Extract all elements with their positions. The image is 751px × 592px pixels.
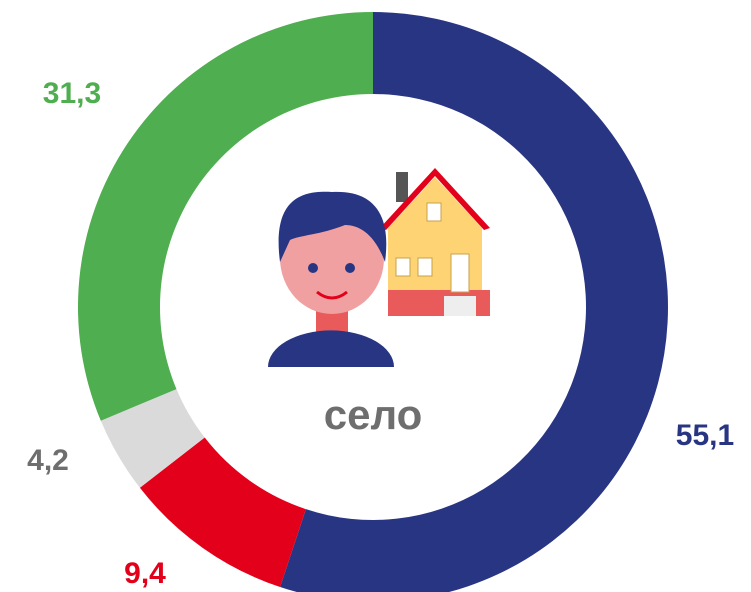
value-label: 9,4 <box>124 557 166 590</box>
chart: село 55,1 9,4 4,2 31,3 <box>0 0 751 592</box>
value-label: 55,1 <box>676 419 734 452</box>
value-label: 4,2 <box>27 444 69 477</box>
value-label: 31,3 <box>43 77 101 110</box>
house-icon <box>380 168 490 316</box>
donut <box>78 12 668 592</box>
center-label: село <box>324 391 423 438</box>
person-icon <box>268 192 394 367</box>
